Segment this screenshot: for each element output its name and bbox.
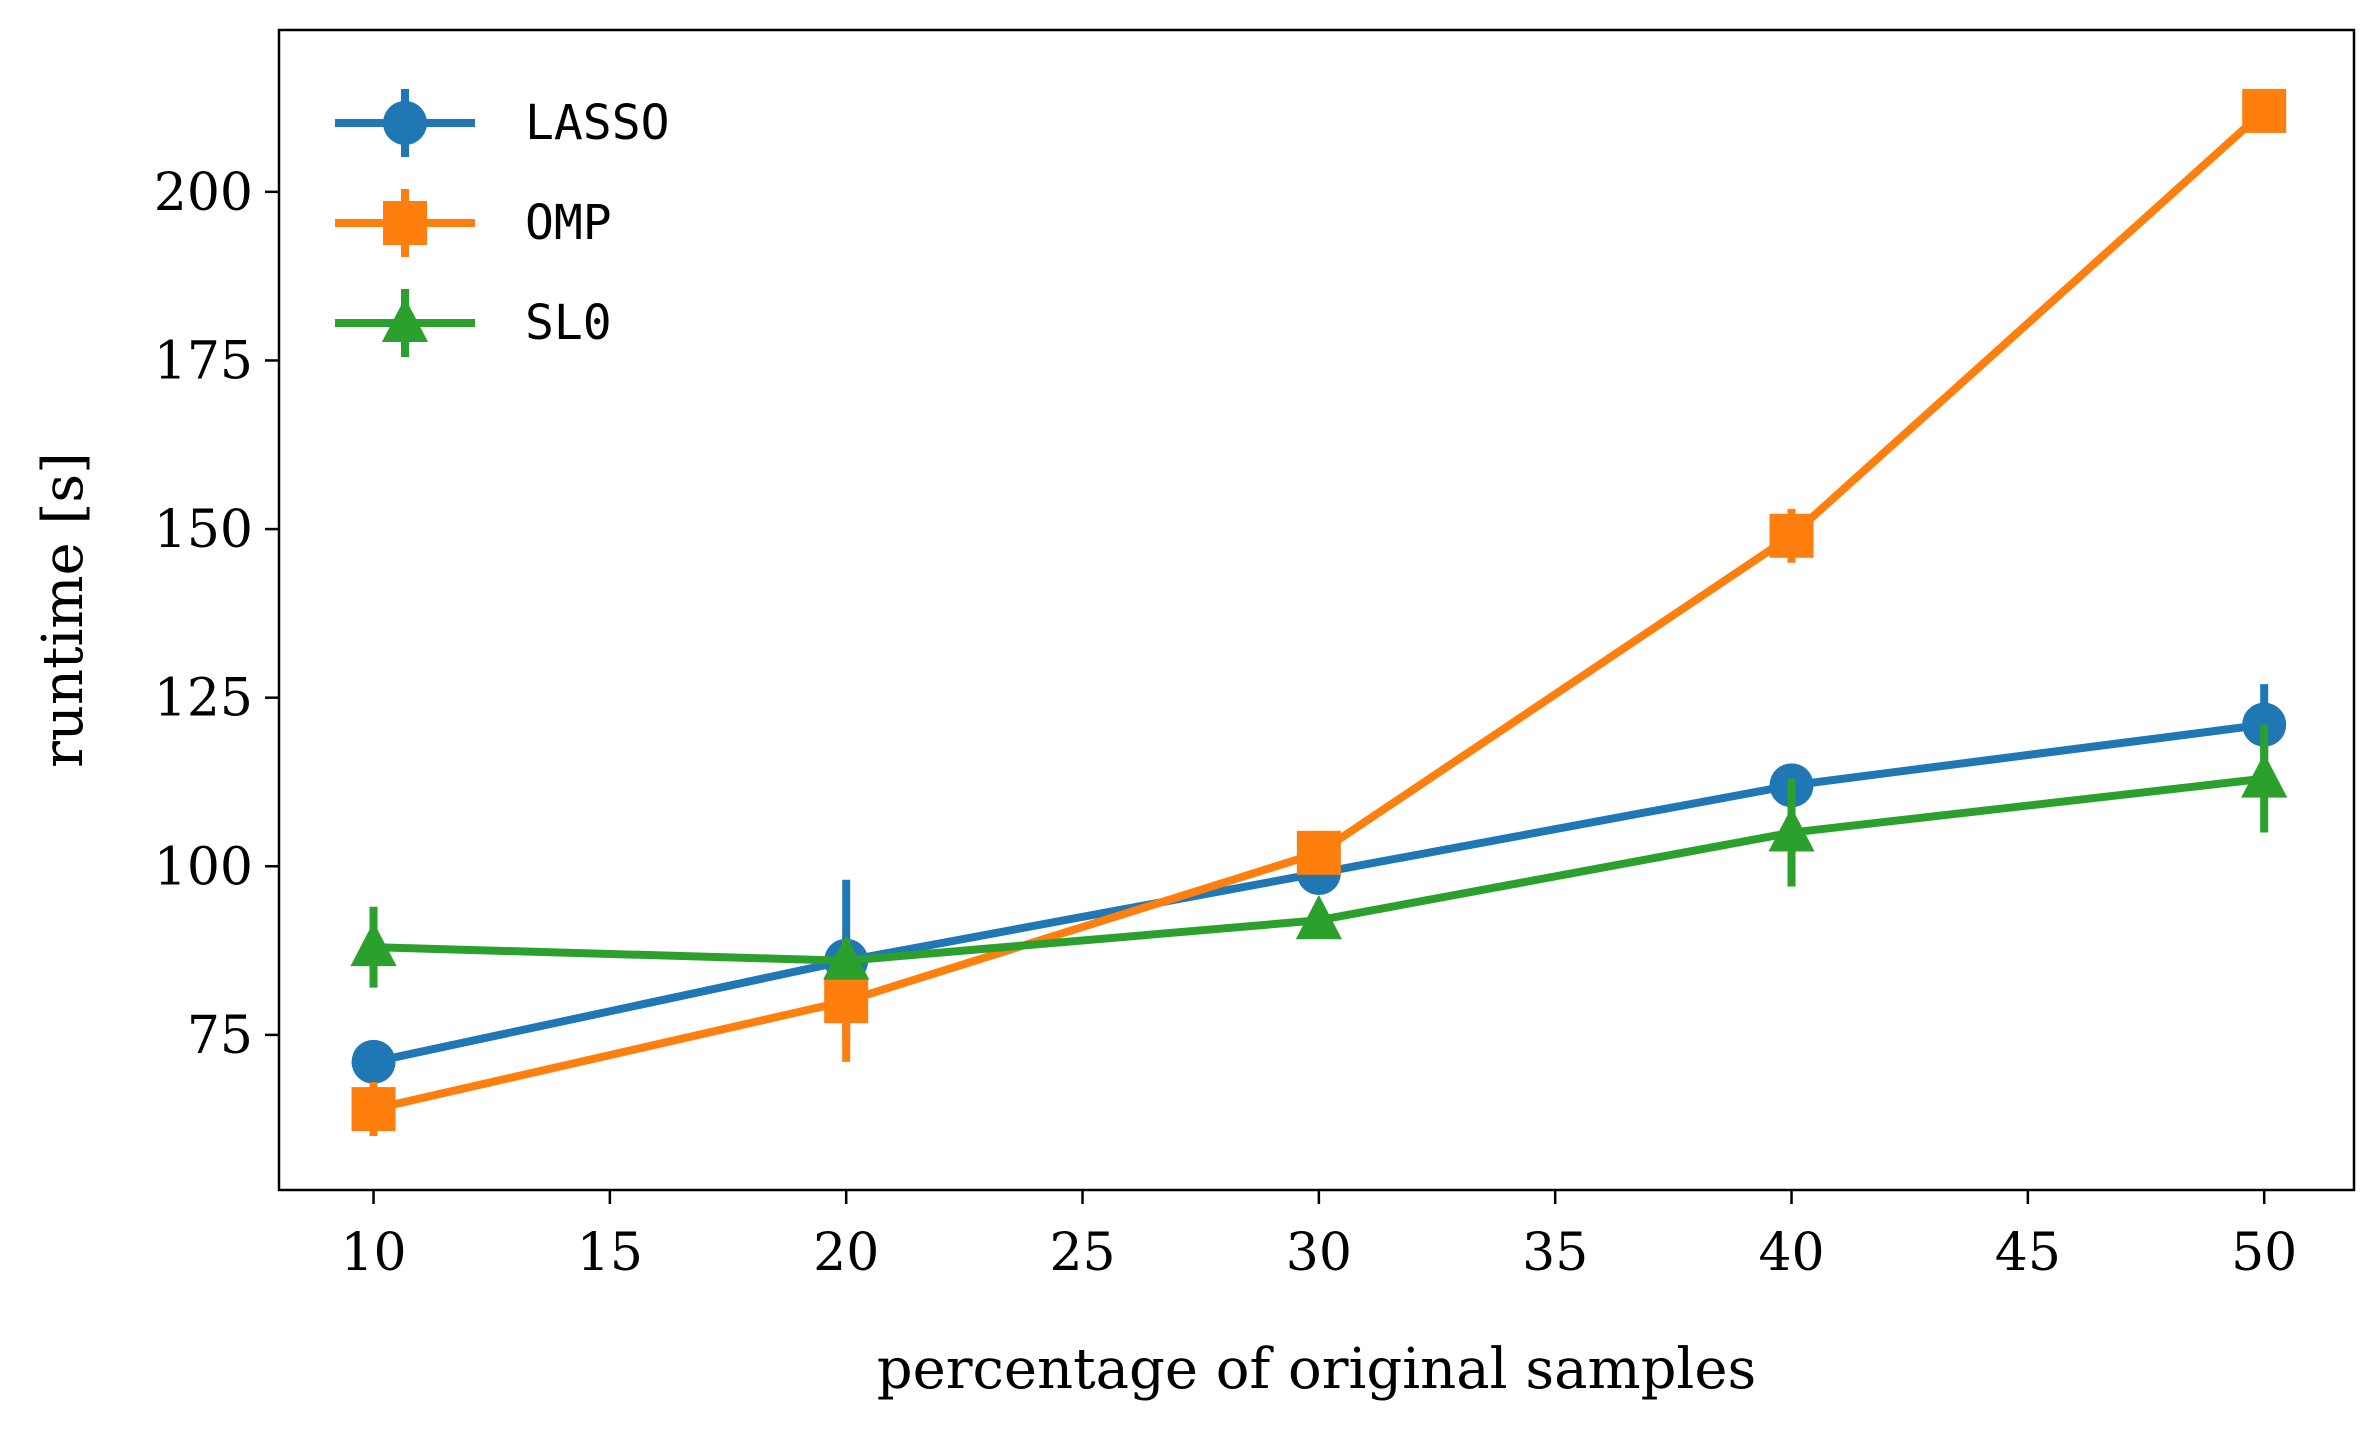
legend-label-sl0: SL0	[525, 295, 612, 351]
x-tick-label: 20	[813, 1223, 879, 1283]
x-tick-label: 25	[1049, 1223, 1115, 1283]
data-point-sl0	[823, 935, 870, 980]
legend-item-lasso: LASSO	[335, 89, 670, 157]
data-point-sl0	[350, 921, 397, 967]
data-point-omp	[2242, 88, 2287, 133]
y-tick-label: 200	[154, 163, 253, 223]
legend-label-lasso: LASSO	[525, 95, 670, 151]
legend-marker-lasso	[383, 101, 427, 145]
series-line-omp	[372, 107, 2267, 1113]
data-point-sl0	[1768, 807, 1815, 852]
data-point-sl0	[1295, 894, 1342, 940]
x-tick-label: 45	[1995, 1223, 2061, 1283]
x-tick-label: 50	[2231, 1223, 2297, 1283]
legend-marker-sl0	[381, 297, 429, 342]
data-point-omp	[1769, 513, 1814, 558]
plot-frame	[277, 28, 2356, 1192]
legend-marker-omp	[383, 201, 427, 245]
legend-item-sl0: SL0	[335, 289, 612, 357]
y-tick-label: 100	[154, 837, 253, 897]
x-tick-label: 10	[340, 1223, 406, 1283]
legend-item-omp: OMP	[335, 189, 612, 257]
x-tick-label: 15	[577, 1223, 643, 1283]
series-layer	[350, 88, 2288, 1137]
y-tick-label: 125	[154, 669, 253, 729]
data-point-omp	[351, 1087, 396, 1132]
y-axis-label: runtime [s]	[31, 452, 96, 768]
x-tick-label: 40	[1758, 1223, 1824, 1283]
y-tick-label: 150	[154, 500, 253, 560]
series-sl0	[350, 724, 2288, 988]
series-lasso	[351, 684, 2287, 1084]
data-point-sl0	[2241, 753, 2288, 798]
series-omp	[351, 88, 2287, 1137]
ticks-layer: 10 15 20 25 30 35 40 45 50 75 100 125 150 175 200	[154, 163, 2298, 1283]
x-tick-label: 30	[1286, 1223, 1352, 1283]
data-point-omp	[1296, 830, 1341, 875]
x-tick-label: 35	[1522, 1223, 1588, 1283]
data-point-omp	[824, 979, 869, 1024]
legend: LASSO OMP SL0	[335, 89, 670, 357]
y-tick-label: 75	[187, 1006, 253, 1066]
x-axis-label: percentage of original samples	[877, 1337, 1756, 1402]
legend-label-omp: OMP	[525, 195, 612, 251]
y-tick-label: 175	[154, 331, 253, 391]
data-point-lasso	[351, 1039, 396, 1084]
